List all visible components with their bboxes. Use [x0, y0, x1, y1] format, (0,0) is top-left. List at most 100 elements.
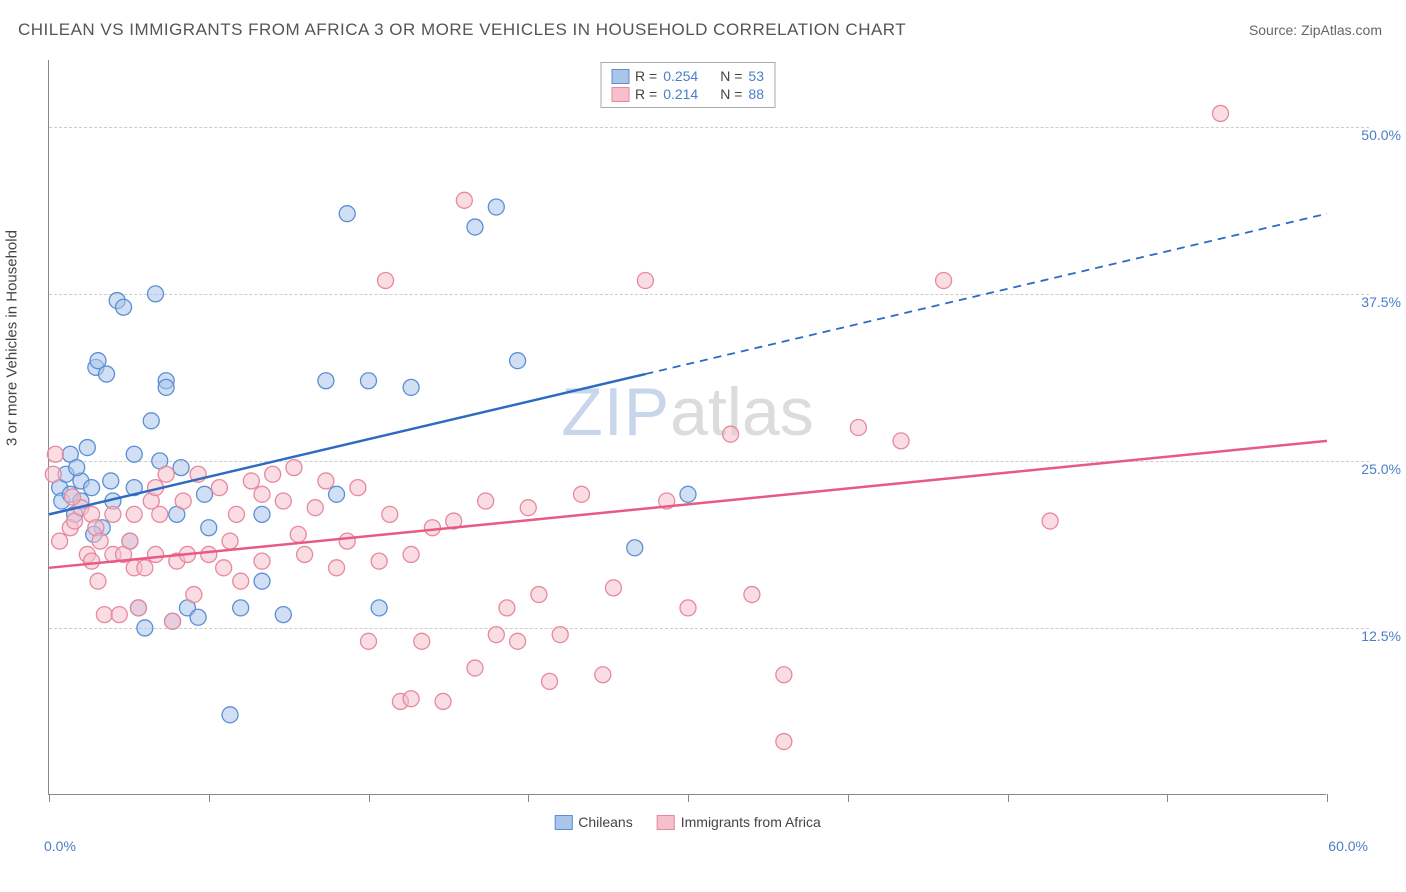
data-point — [850, 420, 866, 436]
data-point — [130, 600, 146, 616]
data-point — [776, 667, 792, 683]
data-point — [211, 480, 227, 496]
data-point — [201, 520, 217, 536]
data-point — [371, 553, 387, 569]
data-point — [350, 480, 366, 496]
data-point — [45, 466, 61, 482]
data-point — [196, 486, 212, 502]
xtick — [1008, 794, 1009, 802]
data-point — [265, 466, 281, 482]
data-point — [137, 620, 153, 636]
data-point — [216, 560, 232, 576]
data-point — [84, 480, 100, 496]
legend-n-value: 88 — [748, 86, 764, 102]
data-point — [254, 506, 270, 522]
data-point — [290, 526, 306, 542]
data-point — [137, 560, 153, 576]
data-point — [361, 633, 377, 649]
legend-r-label: R = — [635, 68, 657, 84]
ytick-label: 25.0% — [1341, 461, 1401, 477]
data-point — [307, 500, 323, 516]
ytick-label: 12.5% — [1341, 628, 1401, 644]
data-point — [254, 486, 270, 502]
data-point — [456, 192, 472, 208]
data-point — [126, 506, 142, 522]
data-point — [201, 546, 217, 562]
legend-n-label: N = — [720, 86, 742, 102]
data-point — [186, 587, 202, 603]
data-point — [1213, 105, 1229, 121]
data-point — [47, 446, 63, 462]
data-point — [79, 440, 95, 456]
data-point — [595, 667, 611, 683]
data-point — [574, 486, 590, 502]
data-point — [382, 506, 398, 522]
data-point — [403, 691, 419, 707]
data-point — [318, 373, 334, 389]
series-legend: Chileans Immigrants from Africa — [554, 814, 821, 830]
data-point — [499, 600, 515, 616]
legend-swatch — [554, 815, 572, 830]
legend-row: R =0.214N =88 — [611, 85, 764, 103]
xtick — [209, 794, 210, 802]
data-point — [542, 673, 558, 689]
data-point — [329, 560, 345, 576]
source-label: Source: ZipAtlas.com — [1249, 22, 1382, 38]
data-point — [243, 473, 259, 489]
data-point — [403, 546, 419, 562]
data-point — [92, 533, 108, 549]
x-max-label: 60.0% — [1328, 838, 1368, 854]
data-point — [488, 627, 504, 643]
data-point — [158, 466, 174, 482]
data-point — [371, 600, 387, 616]
data-point — [52, 533, 68, 549]
data-point — [173, 460, 189, 476]
data-point — [893, 433, 909, 449]
data-point — [936, 273, 952, 289]
data-point — [605, 580, 621, 596]
legend-swatch — [611, 87, 629, 102]
data-point — [531, 587, 547, 603]
data-point — [339, 206, 355, 222]
data-point — [680, 486, 696, 502]
data-point — [96, 607, 112, 623]
data-point — [228, 506, 244, 522]
data-point — [680, 600, 696, 616]
data-point — [233, 573, 249, 589]
data-point — [637, 273, 653, 289]
trend-line — [49, 441, 1327, 568]
xtick — [688, 794, 689, 802]
data-point — [378, 273, 394, 289]
chart-title: CHILEAN VS IMMIGRANTS FROM AFRICA 3 OR M… — [18, 20, 906, 40]
series-name: Chileans — [578, 814, 632, 830]
xtick — [528, 794, 529, 802]
data-point — [254, 573, 270, 589]
data-point — [297, 546, 313, 562]
data-point — [424, 520, 440, 536]
data-point — [222, 533, 238, 549]
data-point — [158, 379, 174, 395]
data-point — [233, 600, 249, 616]
legend-n-label: N = — [720, 68, 742, 84]
data-point — [627, 540, 643, 556]
data-point — [116, 299, 132, 315]
xtick — [1327, 794, 1328, 802]
chart-svg — [49, 60, 1326, 794]
y-axis-label: 3 or more Vehicles in Household — [4, 230, 21, 446]
data-point — [744, 587, 760, 603]
data-point — [90, 573, 106, 589]
legend-r-value: 0.254 — [663, 68, 698, 84]
legend-r-value: 0.214 — [663, 86, 698, 102]
series-name: Immigrants from Africa — [681, 814, 821, 830]
data-point — [520, 500, 536, 516]
ytick-label: 37.5% — [1341, 294, 1401, 310]
data-point — [190, 609, 206, 625]
data-point — [275, 607, 291, 623]
data-point — [776, 734, 792, 750]
plot-area: ZIPatlas 12.5%25.0%37.5%50.0% R =0.254N … — [48, 60, 1326, 795]
xtick — [848, 794, 849, 802]
data-point — [723, 426, 739, 442]
data-point — [111, 607, 127, 623]
legend-swatch — [657, 815, 675, 830]
data-point — [152, 506, 168, 522]
